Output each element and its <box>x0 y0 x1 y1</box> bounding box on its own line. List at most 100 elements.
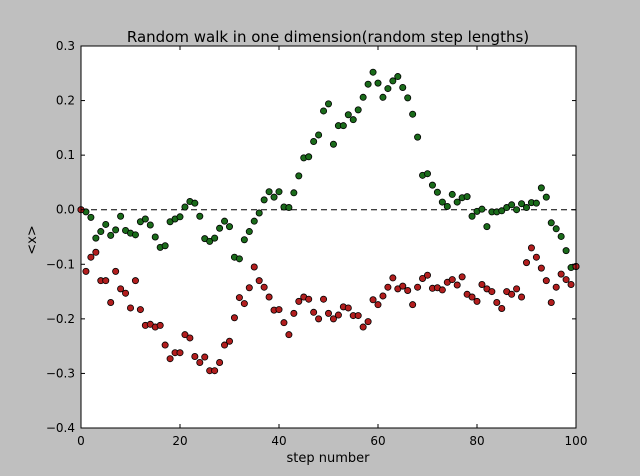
data-point <box>211 367 219 375</box>
data-point <box>448 190 456 198</box>
data-point <box>250 217 258 225</box>
data-point <box>389 274 397 282</box>
data-point <box>463 193 471 201</box>
data-point <box>567 280 575 288</box>
data-point <box>542 193 550 201</box>
data-point <box>211 234 219 242</box>
data-point <box>419 274 427 282</box>
y-tick-label: −0.1 <box>46 257 75 271</box>
data-point <box>315 131 323 139</box>
data-point <box>423 271 431 279</box>
data-point <box>295 172 303 180</box>
data-point <box>369 68 377 76</box>
data-point <box>552 225 560 233</box>
data-point <box>181 331 189 339</box>
data-point <box>438 198 446 206</box>
data-point <box>428 181 436 189</box>
data-point <box>364 80 372 88</box>
data-point <box>196 359 204 367</box>
data-point <box>458 273 466 281</box>
data-point <box>364 318 372 326</box>
data-point <box>97 228 105 236</box>
data-point <box>547 219 555 227</box>
data-point <box>191 199 199 207</box>
y-tick-label: −0.4 <box>46 421 75 435</box>
data-point <box>562 276 570 284</box>
data-point <box>384 85 392 93</box>
data-point <box>176 213 184 221</box>
data-point <box>414 133 422 141</box>
data-point <box>379 93 387 101</box>
x-tick-label: 40 <box>271 434 286 448</box>
data-point <box>423 170 431 178</box>
data-point <box>329 140 337 148</box>
data-point <box>518 200 526 208</box>
data-point <box>290 189 298 197</box>
data-point <box>250 263 258 271</box>
data-point <box>537 264 545 272</box>
data-point <box>404 94 412 102</box>
data-point <box>320 295 328 303</box>
data-point <box>221 217 229 225</box>
data-point <box>354 106 362 114</box>
data-point <box>384 283 392 291</box>
data-point <box>102 277 110 285</box>
data-point <box>151 233 159 241</box>
chart-title: Random walk in one dimension(random step… <box>127 28 529 46</box>
data-point <box>532 253 540 261</box>
data-point <box>196 212 204 220</box>
data-point <box>235 255 243 263</box>
data-point <box>468 293 476 301</box>
data-point <box>245 284 253 292</box>
data-point <box>399 282 407 290</box>
data-point <box>404 286 412 294</box>
data-point <box>374 79 382 87</box>
data-point <box>468 212 476 220</box>
data-point <box>82 267 90 275</box>
data-point <box>265 188 273 196</box>
data-point <box>221 341 229 349</box>
y-tick-label: 0.1 <box>56 148 75 162</box>
data-point <box>498 207 506 215</box>
data-point <box>305 295 313 303</box>
data-point <box>87 213 95 221</box>
data-point <box>513 285 521 293</box>
data-point <box>127 304 135 312</box>
data-point <box>329 315 337 323</box>
data-point <box>399 83 407 91</box>
plot-area <box>81 46 576 428</box>
data-point <box>87 253 95 261</box>
data-point <box>117 285 125 293</box>
data-point <box>225 337 233 345</box>
data-point <box>448 276 456 284</box>
x-tick-label: 20 <box>172 434 187 448</box>
data-point <box>230 314 238 322</box>
data-point <box>334 311 342 319</box>
data-point <box>310 137 318 145</box>
data-point <box>275 188 283 196</box>
data-point <box>409 301 417 309</box>
y-tick-label: 0.2 <box>56 94 75 108</box>
data-point <box>176 349 184 357</box>
data-point <box>131 231 139 239</box>
data-point <box>122 289 130 297</box>
data-point <box>498 304 506 312</box>
data-point <box>389 77 397 85</box>
data-point <box>92 234 100 242</box>
data-point <box>216 359 224 367</box>
y-tick-label: −0.2 <box>46 312 75 326</box>
data-point <box>523 259 531 267</box>
data-point <box>255 209 263 217</box>
data-point <box>146 221 154 229</box>
data-point <box>186 334 194 342</box>
data-point <box>359 323 367 331</box>
x-tick-label: 80 <box>469 434 484 448</box>
plot-frame <box>80 45 577 429</box>
y-axis-label: <x> <box>25 225 40 254</box>
data-point <box>136 306 144 314</box>
data-point <box>438 286 446 294</box>
data-point <box>557 270 565 278</box>
data-point <box>547 298 555 306</box>
data-point <box>493 298 501 306</box>
data-point <box>409 110 417 118</box>
